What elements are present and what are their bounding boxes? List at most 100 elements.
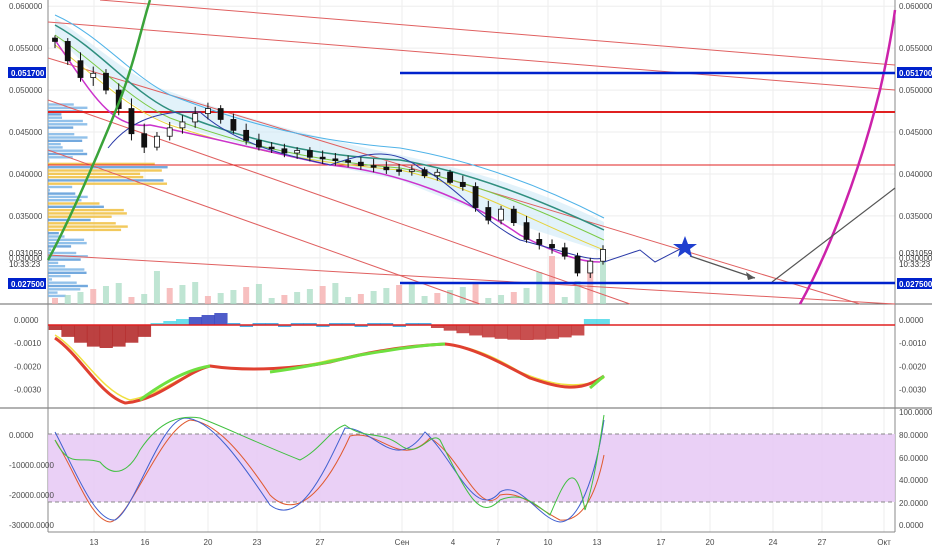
macd-bar-27 [392, 325, 406, 327]
candle-body [549, 244, 555, 249]
price-tick-right-3: 0.045000 [899, 128, 932, 137]
candle-41 [574, 252, 581, 277]
profile-bar-53 [48, 274, 71, 278]
macd-bar-42 [583, 319, 598, 325]
profile-bar-45 [48, 248, 52, 251]
profile-bar-57 [48, 288, 81, 291]
candle-body [536, 239, 543, 245]
macd-histogram [48, 313, 610, 348]
x-tick-14: Окт [877, 538, 891, 547]
macd-bar-19 [290, 323, 305, 325]
channel-line-1 [47, 21, 896, 91]
volume-bar-8 [153, 271, 160, 304]
profile-bar-54 [48, 278, 53, 281]
profile-bar-49 [48, 261, 59, 265]
macd-bar-36 [507, 325, 521, 340]
volume-bar-28 [408, 282, 415, 304]
candle-body [166, 127, 173, 137]
profile-bar-9 [48, 129, 49, 133]
candle-body [472, 186, 479, 208]
candle-39 [549, 239, 555, 254]
profile-bar-52 [48, 271, 87, 274]
volume-bar-23 [345, 297, 352, 304]
countdown-right: 10:33:23 [899, 260, 931, 269]
macd-bar-25 [367, 323, 381, 325]
candle-38 [536, 232, 543, 250]
macd-bar-31 [443, 325, 457, 331]
candle-35 [498, 205, 504, 225]
profile-bar-12 [48, 139, 83, 142]
volume-bar-32 [459, 287, 466, 304]
candle-8 [154, 132, 160, 151]
profile-bar-10 [48, 133, 75, 136]
candle-body [230, 119, 237, 131]
oscillator-line-green [54, 414, 605, 516]
candle-body [90, 72, 97, 78]
macd-bar-0 [48, 325, 62, 330]
macd-bar-1 [61, 325, 75, 337]
candle-body [332, 158, 339, 161]
candle-body [498, 208, 504, 221]
macd-tick-left-0: 0.0000 [14, 316, 39, 325]
candle-body [587, 260, 594, 274]
candle-23 [345, 155, 352, 168]
projection-arrowhead [746, 272, 755, 280]
oscillator-line-blue [54, 417, 605, 523]
volume-bar-13 [217, 293, 224, 304]
candle-19 [294, 147, 301, 159]
candle-body [154, 135, 160, 148]
macd-bar-40 [558, 325, 572, 338]
macd-bar-37 [520, 325, 534, 340]
badge-upper-left-text: 0.051700 [11, 69, 45, 78]
profile-bar-20 [48, 166, 168, 169]
candle-body [103, 72, 109, 91]
volume-bar-27 [396, 285, 403, 304]
badge-upper-left [8, 67, 46, 78]
ma-line-navy [107, 111, 605, 260]
profile-bar-40 [48, 232, 59, 235]
macd-bar-17 [265, 323, 279, 325]
candle-1 [64, 38, 71, 65]
candle-29 [421, 167, 428, 179]
x-tick-8: 10 [544, 538, 553, 547]
price-tick-left-1: 0.055000 [9, 44, 43, 53]
volume-bar-34 [485, 298, 492, 304]
candle-body [574, 255, 581, 274]
candle-body [319, 156, 326, 160]
candle-25 [370, 158, 377, 173]
volume-bar-36 [510, 292, 517, 304]
badge-lower-left-text: 0.027500 [11, 280, 45, 289]
candle-body [268, 146, 275, 150]
profile-bar-7 [48, 123, 88, 126]
candle-body [485, 207, 492, 221]
current-price-right: 0.031059 [899, 249, 932, 258]
osc-tick-left-2: -20000.0000 [9, 491, 54, 500]
volume-bar-22 [332, 283, 339, 304]
macd-bar-34 [481, 325, 496, 338]
osc-tick-right-2: 60.0000 [899, 454, 928, 463]
profile-bar-48 [48, 258, 81, 261]
oscillator-band [48, 434, 895, 502]
candle-14 [230, 113, 237, 134]
profile-bar-13 [48, 142, 61, 146]
profile-bar-18 [48, 159, 50, 162]
candle-15 [243, 123, 250, 145]
trend-channel [47, 0, 896, 305]
volume-bar-39 [549, 256, 556, 304]
profile-bar-44 [48, 245, 72, 248]
volume-bar-40 [561, 297, 568, 304]
profile-bar-14 [48, 146, 63, 149]
price-tick-left-2: 0.050000 [9, 86, 43, 95]
volume-bar-17 [268, 298, 275, 304]
price-tick-left-0: 0.060000 [9, 2, 43, 11]
macd-bar-16 [252, 323, 266, 325]
candle-body [52, 37, 58, 42]
macd-bar-24 [354, 325, 368, 327]
x-tick-2: 20 [204, 538, 213, 547]
channel-line-5 [47, 149, 481, 305]
volume-bar-42 [587, 265, 594, 304]
profile-bar-59 [48, 294, 66, 298]
candle-10 [179, 115, 186, 134]
osc-tick-right-3: 40.0000 [899, 476, 928, 485]
volume-bar-19 [294, 292, 301, 304]
